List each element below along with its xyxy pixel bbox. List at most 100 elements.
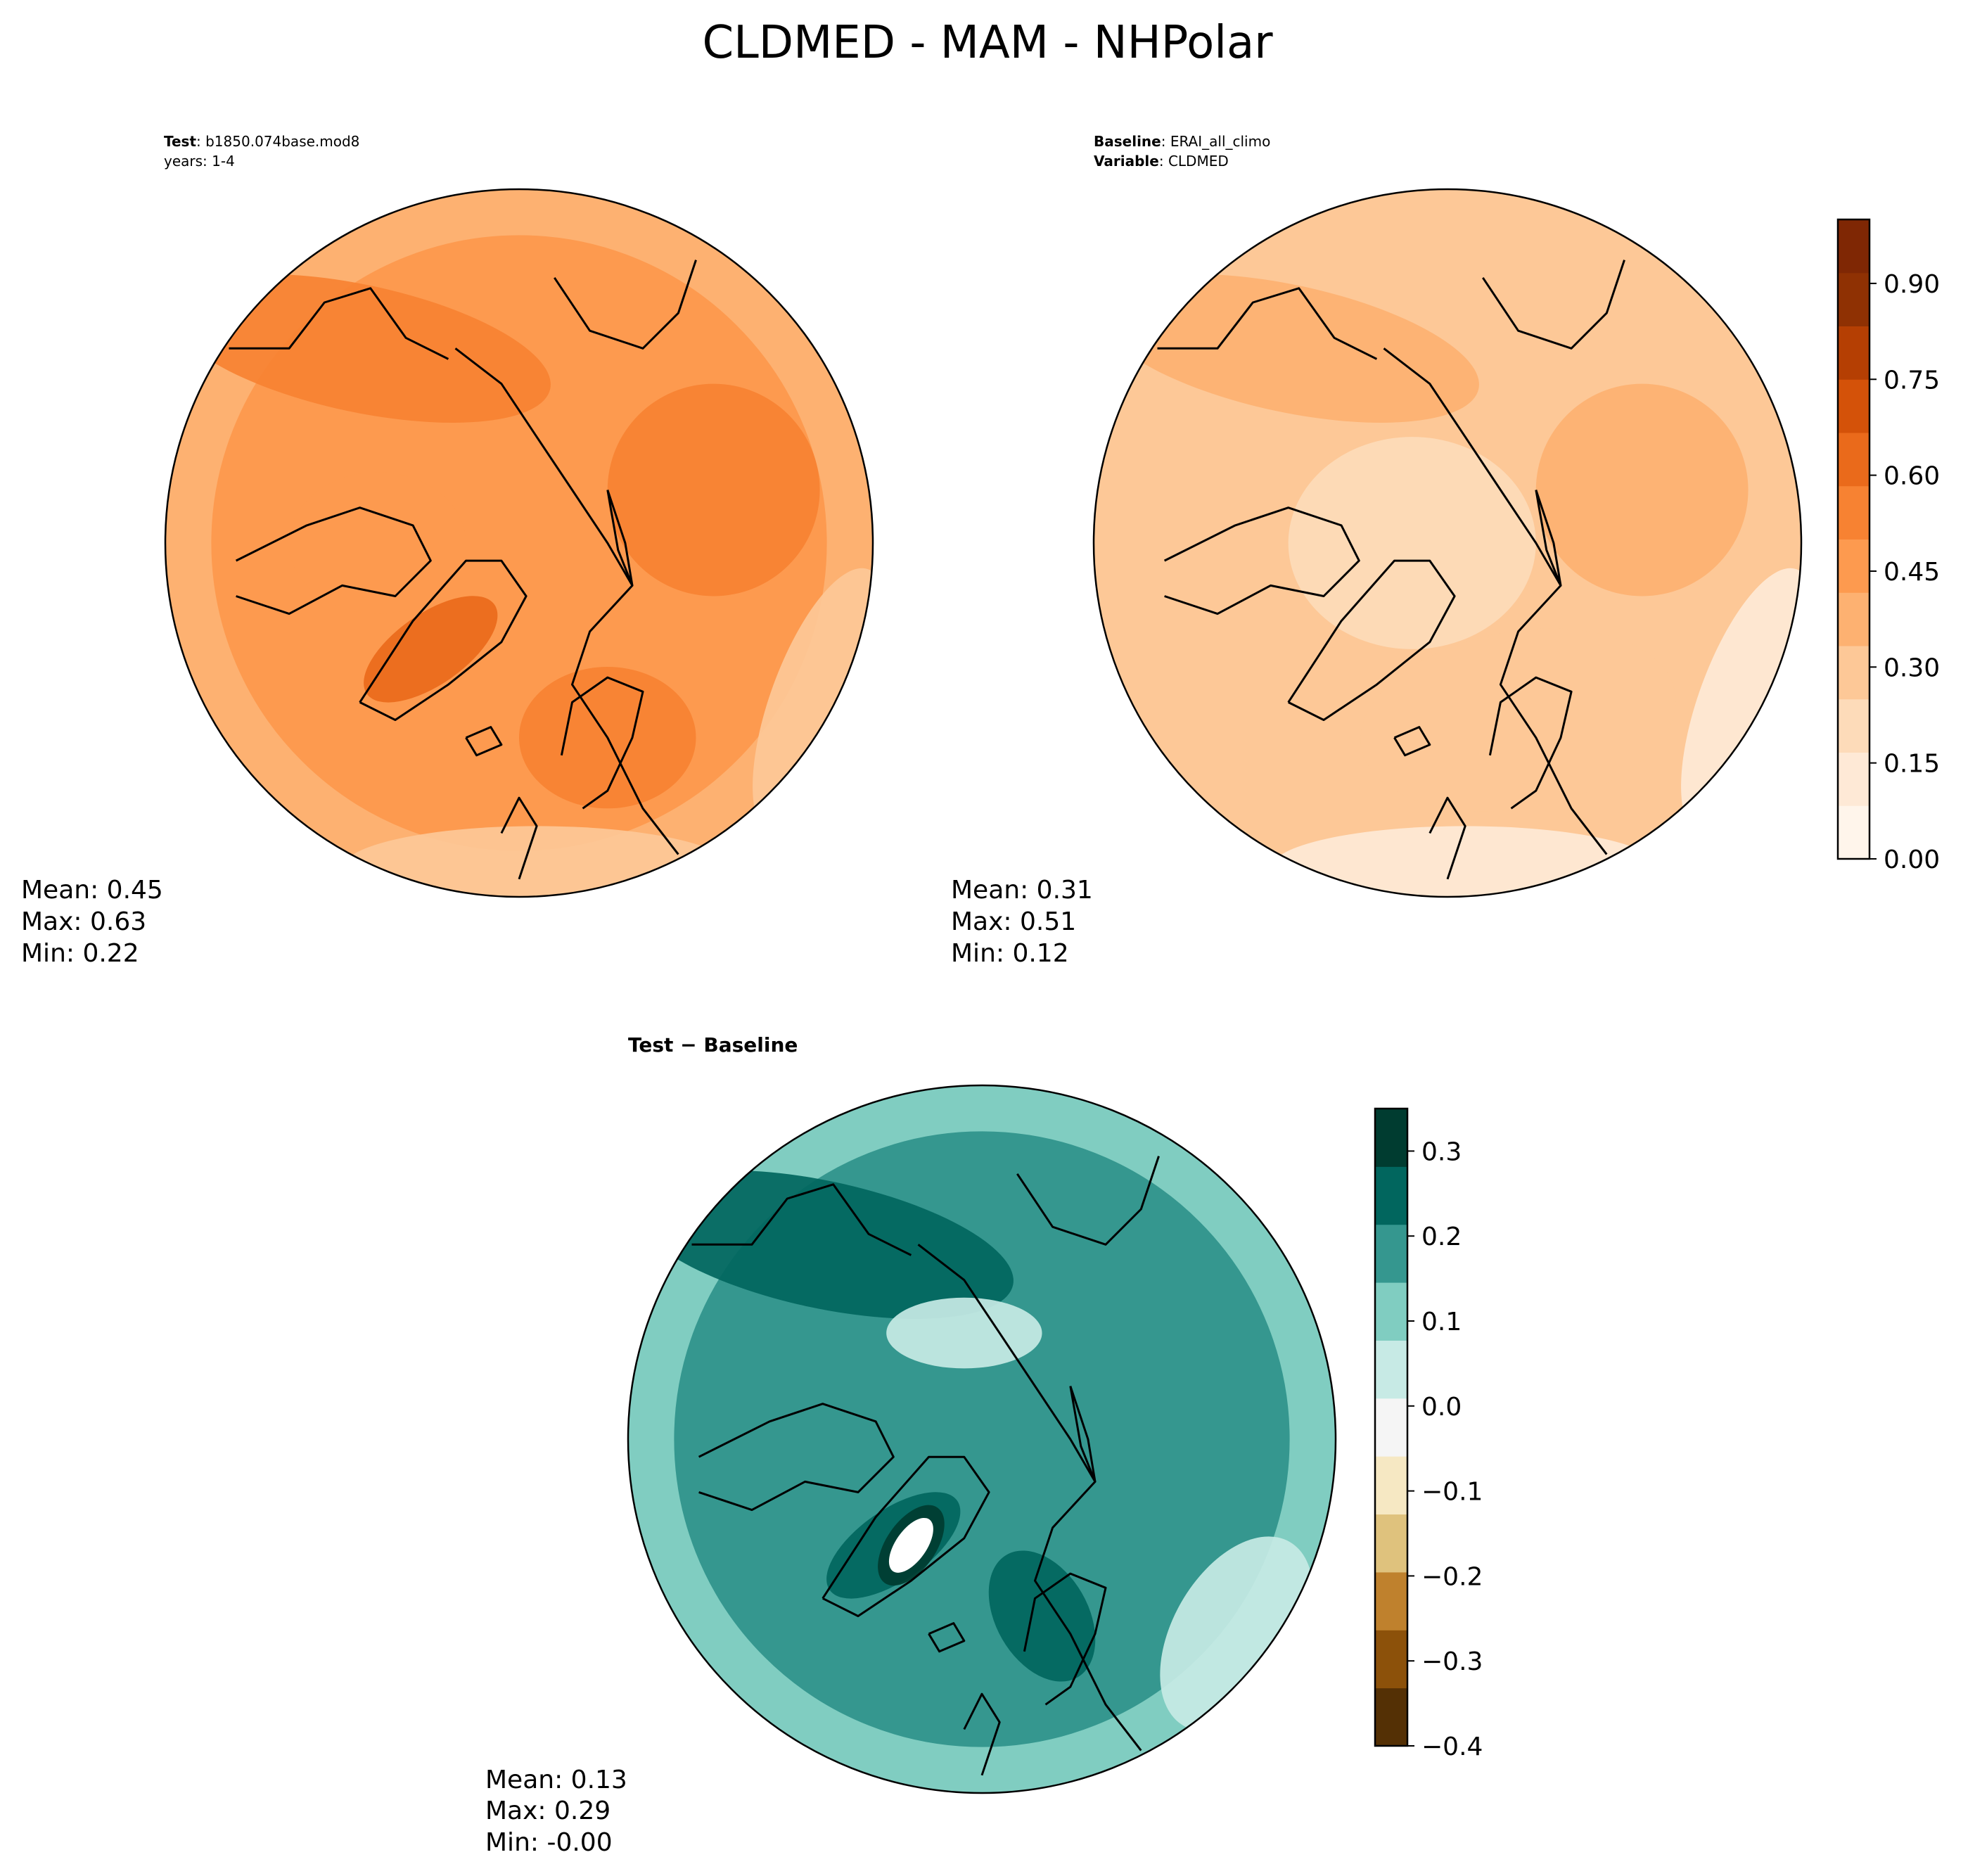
coastline-iceland xyxy=(1393,726,1431,757)
colorbar-swatch xyxy=(1375,1166,1407,1225)
svg-text:Baseline: ERAI_all_climo: Baseline: ERAI_all_climo xyxy=(1094,133,1270,150)
colorbar-swatch xyxy=(1838,592,1869,646)
test-map-fill xyxy=(165,189,873,897)
coastline-britain xyxy=(963,1692,1001,1776)
coastline-siberia-east xyxy=(1482,260,1625,350)
coastline-novaya xyxy=(606,490,634,587)
field-region-rim-low xyxy=(342,826,731,897)
colorbar-swatch xyxy=(1375,1282,1407,1341)
colorbar-swatch xyxy=(1375,1109,1407,1167)
baseline-map-border xyxy=(1092,188,1803,898)
colorbar-oranges-tick-label: 0.30 xyxy=(1884,653,1940,682)
colorbar-brbg-tick-label: 0.1 xyxy=(1421,1308,1462,1336)
diff-map-fill xyxy=(628,1085,1336,1793)
coastline-alaska-coast xyxy=(229,287,449,360)
colorbar-swatch xyxy=(1838,326,1869,380)
diff-title: Test − Baseline xyxy=(628,1033,798,1057)
colorbar-swatch xyxy=(1838,698,1869,753)
colorbar-swatch xyxy=(1375,1571,1407,1631)
colorbar-swatch xyxy=(1375,1398,1407,1457)
coastline-siberia-east xyxy=(1016,1156,1160,1246)
colorbar-frame xyxy=(1836,218,1871,860)
baseline-stat-max: Max: 0.51 xyxy=(951,907,1076,936)
coastline-canada-arctic xyxy=(235,506,432,615)
colorbar-oranges-tick-label: 0.00 xyxy=(1884,846,1940,874)
colorbar-oranges-tick-label: 0.15 xyxy=(1884,750,1940,779)
test-map-border xyxy=(164,188,874,898)
coastline-greenland xyxy=(822,1455,990,1617)
figure-title: CLDMED - MAM - NHPolar xyxy=(702,17,1273,69)
colorbar-swatch xyxy=(1838,379,1869,433)
coastline-britain xyxy=(1428,796,1466,880)
field-region-baffin xyxy=(289,472,466,614)
colorbar-swatch xyxy=(1838,272,1869,326)
baseline-stat-min: Min: 0.12 xyxy=(951,939,1069,968)
field-region-rim-low xyxy=(753,568,873,836)
test-stat-mean: Mean: 0.45 xyxy=(21,876,163,905)
coastline-novaya xyxy=(1535,490,1562,587)
baseline-variable-value: : CLDMED xyxy=(1159,153,1229,170)
colorbar-brbg-tick-label: 0.3 xyxy=(1421,1137,1462,1166)
colorbar-brbg-tick-label: −0.3 xyxy=(1421,1647,1483,1676)
coastline-canada-arctic xyxy=(1163,506,1360,615)
field-region-rim-low xyxy=(1681,568,1801,836)
colorbar-swatch xyxy=(1838,219,1869,274)
colorbar-swatch xyxy=(1375,1340,1407,1399)
field-region-north-pacific xyxy=(169,274,551,423)
field-region-central-arctic xyxy=(1288,437,1536,649)
field-region-north-pacific xyxy=(632,1170,1014,1319)
coastline-novaya xyxy=(1069,1386,1097,1483)
test-title-years: years: 1-4 xyxy=(164,153,235,170)
coastline-scandinavia xyxy=(1488,676,1573,810)
baseline-title-label: Baseline xyxy=(1094,133,1161,150)
baseline-title-value: : ERAI_all_climo xyxy=(1161,133,1271,150)
colorbar-swatch xyxy=(1838,539,1869,593)
field-region-siberia xyxy=(1535,383,1749,596)
colorbar-swatch xyxy=(1375,1456,1407,1515)
colorbar-brbg-tick-label: 0.0 xyxy=(1421,1393,1462,1422)
baseline-panel: Baseline: ERAI_all_climo Variable: CLDME… xyxy=(951,133,1803,968)
coastline-siberia-east xyxy=(554,260,697,350)
field-region-arctic-low xyxy=(886,1297,1042,1369)
svg-text:Variable: CLDMED: Variable: CLDMED xyxy=(1094,153,1229,170)
colorbar-swatch xyxy=(1375,1514,1407,1573)
diff-panel: Test − Baseline Mean: 0.13 Max: 0.29 Min… xyxy=(485,1033,1337,1857)
colorbar-swatch xyxy=(1838,805,1869,860)
test-stat-min: Min: 0.22 xyxy=(21,939,139,968)
diff-coastlines xyxy=(691,1156,1160,1776)
coastline-iceland xyxy=(465,726,503,757)
colorbar-brbg-tick-label: 0.2 xyxy=(1421,1223,1462,1251)
colorbar-brbg-tick-label: −0.1 xyxy=(1421,1478,1483,1507)
colorbar-swatch xyxy=(1838,752,1869,806)
test-title-label: Test xyxy=(164,133,196,150)
field-region-norway-sea xyxy=(988,1550,1096,1682)
coastline-alaska-coast xyxy=(1157,287,1378,360)
colorbar-swatch xyxy=(1838,433,1869,487)
coastline-greenland xyxy=(359,559,528,721)
baseline-stat-mean: Mean: 0.31 xyxy=(951,876,1093,905)
test-coastlines xyxy=(229,260,697,880)
diff-map-border xyxy=(627,1084,1337,1794)
diff-stat-mean: Mean: 0.13 xyxy=(485,1766,627,1794)
colorbar-brbg: −0.4 −0.3 −0.2 −0.1 0.0 0.1 0.2 0.3 xyxy=(1374,1107,1483,1761)
field-region-outer-ring xyxy=(628,1085,1336,1793)
coastline-iceland xyxy=(928,1622,966,1653)
field-region-north-atlantic xyxy=(1360,628,1676,812)
svg-text:Test: b1850.074base.mod8: Test: b1850.074base.mod8 xyxy=(164,133,359,150)
colorbar-swatch xyxy=(1838,485,1869,540)
baseline-map-fill xyxy=(1094,189,1801,897)
no-data-hole xyxy=(888,1517,933,1573)
diff-stat-min: Min: -0.00 xyxy=(485,1828,613,1857)
field-region-greenland-west xyxy=(364,596,498,703)
coastline-canada-arctic xyxy=(698,1403,895,1512)
colorbar-oranges-tick-label: 0.45 xyxy=(1884,558,1940,587)
test-stat-max: Max: 0.63 xyxy=(21,907,146,936)
coastline-alaska-coast xyxy=(691,1183,912,1256)
colorbar-oranges: 0.00 0.15 0.30 0.45 0.60 0.75 0.90 xyxy=(1836,218,1940,874)
field-region-siberia xyxy=(607,383,820,596)
colorbar-brbg-tick-label: −0.4 xyxy=(1421,1733,1483,1761)
baseline-coastlines xyxy=(1157,260,1625,880)
coastline-scandinavia xyxy=(1023,1572,1107,1706)
field-region-rim-low xyxy=(1270,826,1660,897)
